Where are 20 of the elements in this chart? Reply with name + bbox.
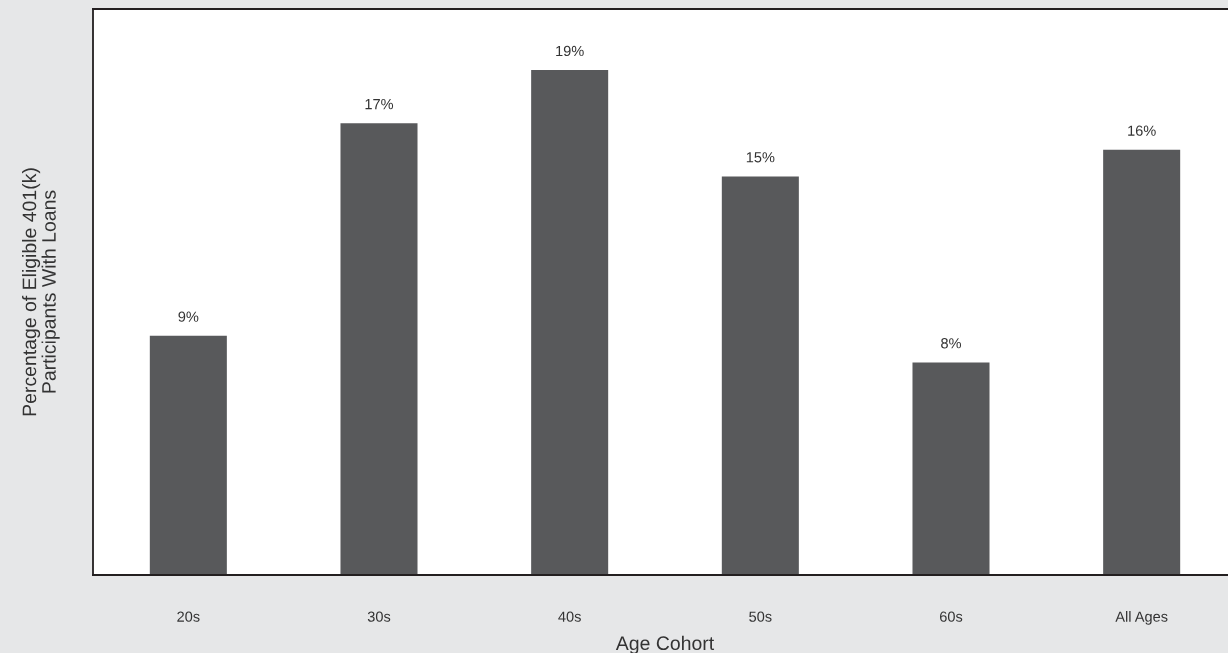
x-tick-label: 60s <box>939 611 963 622</box>
x-axis-title: Age Cohort <box>615 635 715 653</box>
bar <box>912 362 990 575</box>
x-tick-label: All Ages <box>1115 611 1168 625</box>
bar <box>531 70 609 575</box>
data-label: 8% <box>941 338 962 349</box>
y-axis-title: Percentage of Eligible 401(k) Participants With Loans <box>22 168 60 416</box>
data-label: 16% <box>1128 125 1156 136</box>
x-tick-label: 30s <box>367 611 391 622</box>
bar <box>721 176 799 575</box>
x-tick-label: 40s <box>558 611 581 622</box>
bar <box>149 335 227 575</box>
x-tick-label: 50s <box>749 611 772 622</box>
x-tick-label: 20s <box>177 611 200 622</box>
data-label: 19% <box>556 45 584 57</box>
bar <box>340 123 418 575</box>
data-label: 17% <box>365 99 394 110</box>
data-label: 15% <box>746 152 775 163</box>
data-label: 9% <box>178 311 199 322</box>
bar <box>1103 149 1181 575</box>
